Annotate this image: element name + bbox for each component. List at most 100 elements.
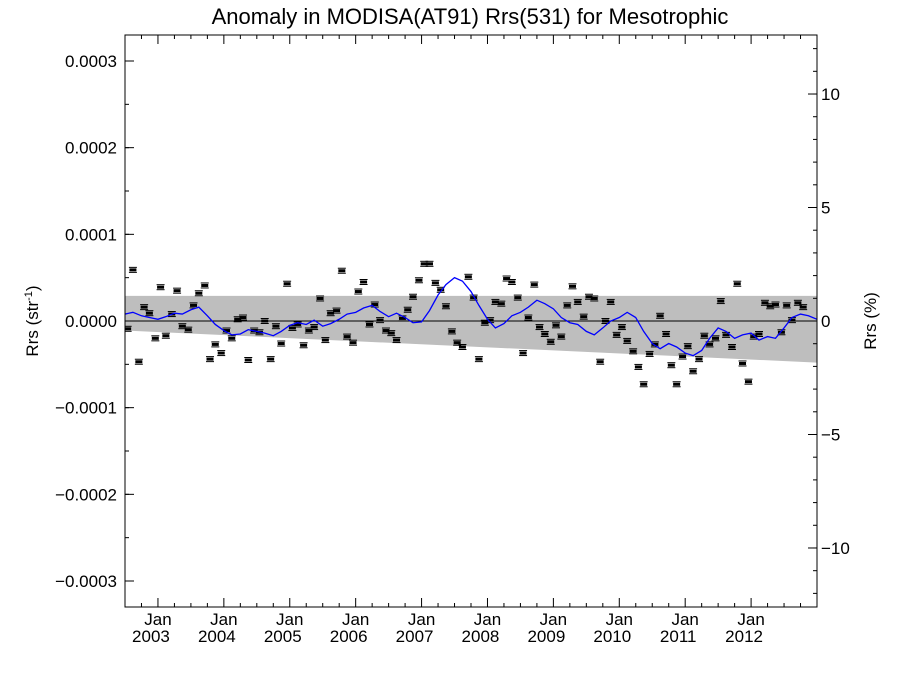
uncertainty-band	[125, 295, 817, 363]
data-point	[634, 363, 643, 370]
data-points	[125, 0, 818, 388]
data-point	[337, 267, 346, 274]
data-point	[316, 295, 325, 302]
x-tick-month: Jan	[671, 610, 698, 629]
x-tick-year: 2009	[527, 627, 565, 646]
right-tick-label: −5	[821, 425, 840, 444]
data-point	[244, 357, 253, 363]
data-point	[194, 290, 203, 297]
data-point	[771, 301, 780, 308]
x-tick-year: 2011	[660, 627, 697, 646]
data-point	[409, 293, 418, 300]
data-point	[656, 312, 665, 319]
data-point	[332, 307, 341, 314]
data-point	[431, 279, 440, 286]
data-point	[672, 381, 681, 388]
data-point	[238, 314, 247, 321]
x-tick-month: Jan	[606, 610, 633, 629]
x-tick-year: 2004	[198, 627, 236, 646]
data-point	[217, 350, 226, 357]
data-point	[453, 339, 462, 346]
data-point	[376, 317, 385, 324]
data-point	[365, 321, 374, 328]
data-point	[227, 335, 236, 342]
chart-title: Anomaly in MODISA(AT91) Rrs(531) for Mes…	[212, 4, 729, 29]
data-point	[359, 279, 368, 285]
data-point	[557, 333, 566, 340]
data-point	[579, 313, 588, 320]
data-point	[695, 356, 704, 363]
data-point	[793, 299, 802, 306]
data-point	[552, 322, 561, 329]
x-tick-year: 2007	[396, 627, 434, 646]
data-point	[200, 282, 209, 289]
data-point	[540, 331, 549, 337]
right-axis: 10 5 0 −5 −10	[808, 48, 850, 594]
data-point	[441, 303, 450, 310]
data-point	[804, 0, 812, 3]
data-point	[125, 325, 132, 332]
data-point	[293, 321, 302, 328]
left-tick-label: −0.0003	[55, 572, 117, 591]
data-point	[738, 360, 747, 367]
data-point	[568, 283, 577, 290]
data-point	[507, 279, 516, 285]
data-point	[128, 266, 137, 273]
left-axis-label-sup: -1	[23, 291, 35, 301]
data-point	[151, 335, 160, 342]
data-point	[683, 343, 692, 350]
x-tick-year: 2012	[725, 627, 763, 646]
data-point	[519, 350, 528, 357]
data-point	[140, 304, 149, 311]
data-point	[464, 273, 473, 280]
data-point	[321, 337, 330, 344]
data-point	[513, 294, 522, 301]
data-point	[689, 368, 698, 375]
data-point	[392, 337, 401, 344]
left-tick-label: −0.0001	[55, 399, 117, 418]
x-axis: Jan2003Jan2004Jan2005Jan2006Jan2007Jan20…	[132, 35, 802, 646]
x-tick-month: Jan	[276, 610, 303, 629]
data-point	[299, 342, 308, 349]
data-point	[349, 339, 358, 346]
data-point	[156, 284, 165, 291]
data-point	[387, 330, 396, 337]
x-tick-year: 2005	[264, 627, 302, 646]
data-point	[639, 381, 648, 388]
data-point	[134, 358, 143, 365]
data-point	[563, 302, 572, 309]
data-point	[799, 304, 808, 311]
data-point	[546, 338, 555, 345]
x-tick-year: 2010	[593, 627, 631, 646]
right-axis-label: Rrs (%)	[861, 292, 880, 350]
data-point	[810, 0, 818, 3]
x-tick-year: 2008	[462, 627, 500, 646]
data-point	[662, 331, 671, 337]
x-tick-month: Jan	[210, 610, 237, 629]
right-tick-label: −10	[821, 539, 850, 558]
data-point	[744, 378, 753, 385]
x-tick-month: Jan	[474, 610, 501, 629]
right-tick-label: 5	[821, 199, 830, 218]
x-tick-month: Jan	[342, 610, 369, 629]
data-point	[755, 331, 764, 337]
x-tick-year: 2003	[132, 627, 170, 646]
data-point	[211, 341, 220, 348]
plot-area	[125, 0, 818, 388]
data-point	[277, 340, 286, 347]
data-point	[266, 356, 275, 363]
data-point	[596, 358, 605, 365]
data-point	[425, 260, 434, 267]
data-point	[354, 288, 363, 295]
data-point	[414, 277, 423, 284]
data-point	[260, 318, 269, 324]
data-point	[271, 323, 280, 330]
left-tick-label: 0.0003	[65, 52, 117, 71]
data-point	[700, 332, 709, 339]
data-point	[145, 310, 154, 317]
data-point	[173, 287, 182, 294]
data-point	[782, 302, 791, 309]
data-point	[447, 328, 456, 335]
data-point	[403, 306, 412, 313]
